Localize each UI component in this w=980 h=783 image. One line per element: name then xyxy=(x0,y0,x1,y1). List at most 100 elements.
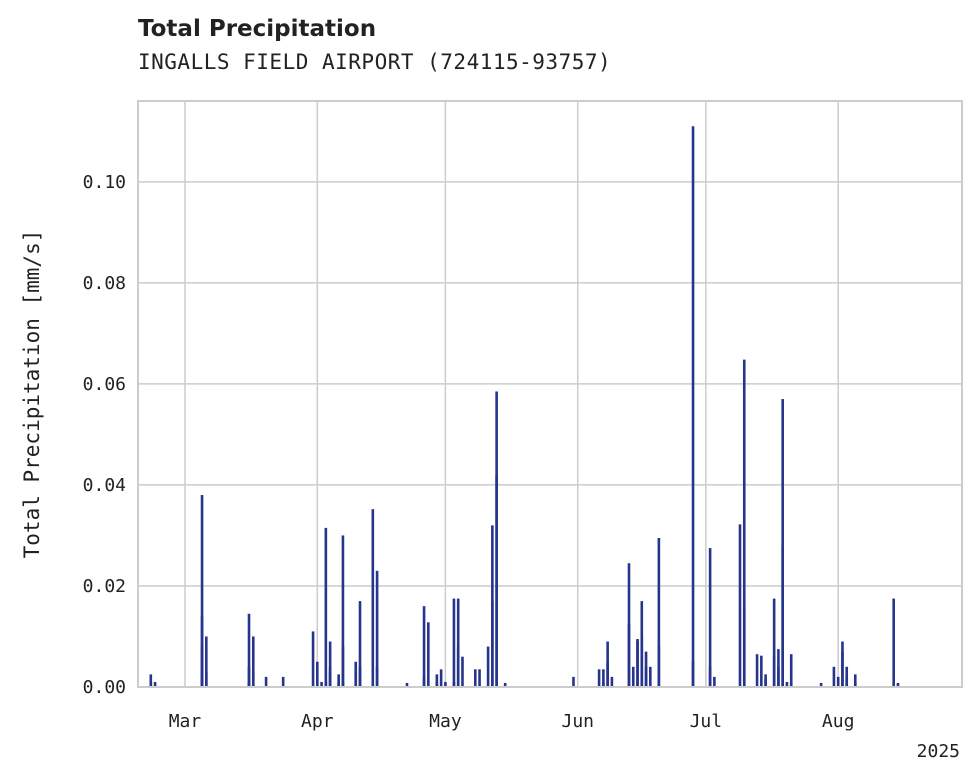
precipitation-bars xyxy=(149,126,900,688)
precipitation-bar xyxy=(631,666,635,687)
precipitation-bar xyxy=(444,681,447,687)
precipitation-bar xyxy=(853,674,857,687)
precipitation-bar xyxy=(742,606,746,687)
precipitation-bar xyxy=(478,669,481,687)
precipitation-bar xyxy=(461,656,464,687)
y-tick-label: 0.04 xyxy=(83,475,126,496)
precipitation-bar xyxy=(337,681,340,687)
precipitation-bar xyxy=(320,681,323,687)
precipitation-bar xyxy=(785,681,789,687)
precipitation-bar xyxy=(354,671,358,687)
precipitation-bar xyxy=(371,509,375,687)
precipitation-bar xyxy=(311,631,315,687)
precipitation-bar xyxy=(602,669,605,687)
precipitation-bar xyxy=(572,676,575,687)
grid-lines xyxy=(138,101,962,688)
precipitation-bar xyxy=(708,548,712,687)
precipitation-bar xyxy=(405,682,409,687)
precipitation-bar xyxy=(247,613,251,687)
precipitation-bar xyxy=(738,524,742,687)
precipitation-bar xyxy=(896,682,900,687)
precipitation-bar xyxy=(606,641,609,687)
precipitation-bar xyxy=(337,674,340,687)
precipitation-bar xyxy=(456,646,460,687)
precipitation-bar xyxy=(819,682,823,687)
y-tick-label: 0.00 xyxy=(83,677,126,698)
precipitation-bar xyxy=(200,495,204,687)
precipitation-bar xyxy=(742,359,746,687)
precipitation-bar xyxy=(491,525,494,687)
x-tick-label: May xyxy=(429,711,462,732)
precipitation-bar xyxy=(456,598,460,687)
precipitation-bar xyxy=(713,676,716,687)
precipitation-bar xyxy=(316,661,319,687)
precipitation-bar xyxy=(503,682,507,687)
y-tick-label: 0.08 xyxy=(83,273,126,294)
precipitation-bar xyxy=(781,399,784,687)
precipitation-bar xyxy=(486,646,490,687)
chart-subtitle: INGALLS FIELD AIRPORT (724115-93757) xyxy=(138,50,612,74)
precipitation-bar xyxy=(845,676,849,687)
precipitation-bar xyxy=(422,606,426,687)
precipitation-bar xyxy=(324,527,328,687)
plot-frame xyxy=(137,100,963,688)
precipitation-bar xyxy=(341,681,345,687)
chart-title: Total Precipitation xyxy=(138,16,377,42)
x-tick-label: Apr xyxy=(301,711,334,732)
x-tick-labels: Mar Apr May Jun Jul Aug xyxy=(169,711,855,732)
precipitation-bar xyxy=(832,666,836,687)
x-tick-label: Mar xyxy=(169,711,202,732)
precipitation-bar xyxy=(644,651,648,687)
precipitation-bar xyxy=(149,674,153,687)
y-axis-label: Total Precipitation [mm/s] xyxy=(20,230,44,559)
precipitation-bar xyxy=(427,622,430,687)
precipitation-bar xyxy=(375,570,379,687)
precipitation-bar xyxy=(836,676,840,687)
precipitation-bar xyxy=(691,126,695,688)
precipitation-bar xyxy=(892,598,895,687)
precipitation-bar xyxy=(777,666,780,687)
precipitation-bar xyxy=(760,655,763,687)
precipitation-bar xyxy=(610,676,614,687)
precipitation-bar xyxy=(495,474,498,687)
precipitation-bar xyxy=(789,654,793,687)
y-tick-label: 0.10 xyxy=(83,172,126,193)
y-tick-label: 0.02 xyxy=(83,576,126,597)
precipitation-bar xyxy=(452,598,456,687)
precipitation-bar xyxy=(205,671,208,687)
precipitation-bar xyxy=(358,601,362,687)
year-label: 2025 xyxy=(917,741,960,762)
y-tick-label: 0.06 xyxy=(83,374,126,395)
y-tick-labels: 0.00 0.02 0.04 0.06 0.08 0.10 xyxy=(83,172,126,698)
precipitation-bar xyxy=(422,676,426,687)
precipitation-bar xyxy=(328,641,332,687)
x-tick-label: Jun xyxy=(561,711,594,732)
precipitation-bar xyxy=(341,646,345,687)
precipitation-bar xyxy=(640,636,644,687)
precipitation-bar xyxy=(328,671,332,687)
precipitation-bar xyxy=(772,598,776,687)
precipitation-bar xyxy=(205,636,208,687)
precipitation-bar xyxy=(772,656,776,687)
precipitation-bar xyxy=(764,679,767,687)
precipitation-bar xyxy=(439,669,443,687)
precipitation-bar xyxy=(200,616,204,687)
precipitation-bar xyxy=(341,535,345,687)
precipitation-bar xyxy=(153,681,157,687)
precipitation-bar xyxy=(649,666,652,687)
precipitation-bar xyxy=(755,654,759,687)
precipitation-bar xyxy=(358,666,362,687)
precipitation-bar xyxy=(435,674,439,687)
x-tick-label: Jul xyxy=(690,711,723,732)
precipitation-bar xyxy=(636,639,639,687)
x-tick-label: Aug xyxy=(822,711,855,732)
precipitation-bar xyxy=(597,669,601,687)
precipitation-bar xyxy=(602,681,605,687)
precipitation-bar xyxy=(657,537,661,687)
precipitation-bar xyxy=(264,676,268,687)
precipitation-bar xyxy=(691,661,695,687)
precipitation-bar xyxy=(375,666,379,687)
precipitation-bar xyxy=(853,681,857,687)
precipitation-bar xyxy=(281,676,285,687)
